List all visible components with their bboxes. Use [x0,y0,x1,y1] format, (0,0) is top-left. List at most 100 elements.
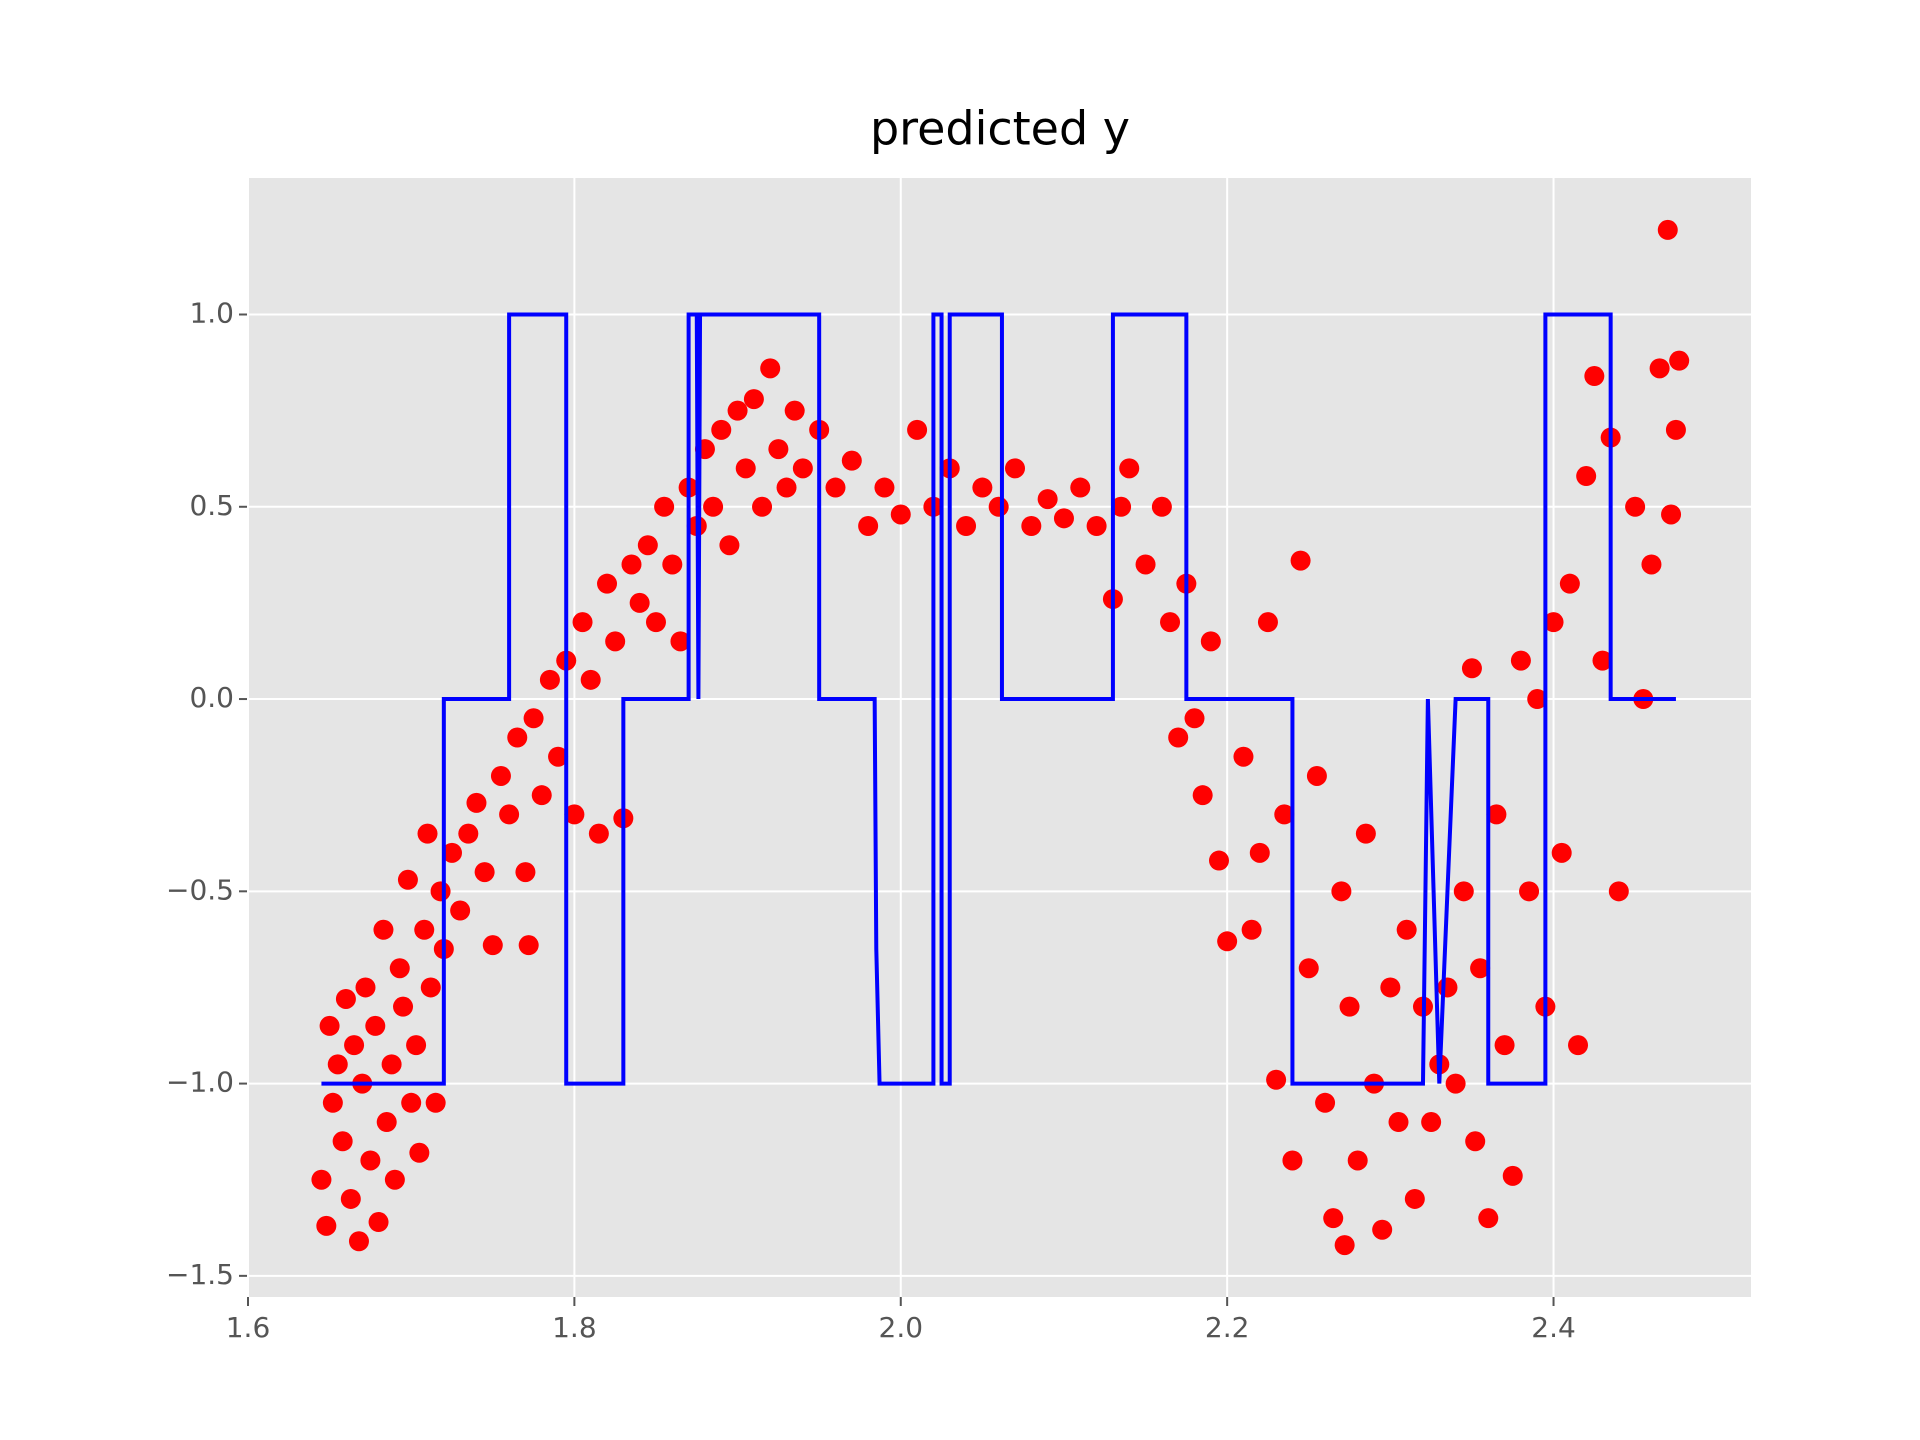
scatter-point [1200,631,1221,652]
scatter-point [1217,931,1238,952]
scatter-point [637,535,658,556]
scatter-point [1086,516,1107,537]
scatter-point [1608,881,1629,902]
scatter-point [531,785,552,806]
scatter-point [988,496,1009,517]
scatter-point [858,516,879,537]
scatter-point [841,450,862,471]
scatter-point [1494,1035,1515,1056]
scatter-point [311,1169,332,1190]
scatter-point [1453,881,1474,902]
scatter-point [340,1188,361,1209]
scatter-point [1266,1069,1287,1090]
scatter-point [316,1215,337,1236]
scatter-point [360,1150,381,1171]
scatter-point [381,1054,402,1075]
scatter-point [1160,612,1181,633]
scatter-point [1334,1235,1355,1256]
scatter-point [523,708,544,729]
scatter-point [1233,746,1254,767]
x-tick-label: 1.8 [552,1311,597,1344]
scatter-point [727,400,748,421]
scatter-point [1470,958,1491,979]
y-tick-label: −1.5 [166,1258,234,1291]
scatter-point [621,554,642,575]
scatter-point [1184,708,1205,729]
scatter-point [768,439,789,460]
scatter-point [735,458,756,479]
scatter-point [389,958,410,979]
scatter-point [417,823,438,844]
scatter-point [703,496,724,517]
scatter-point [1372,1219,1393,1240]
chart-title: predicted y [870,102,1130,156]
scatter-point [1576,466,1597,487]
y-tick-label: −0.5 [166,873,234,906]
scatter-point [441,842,462,863]
scatter-point [1551,842,1572,863]
scatter-point [1543,612,1564,633]
scatter-point [1510,650,1531,671]
scatter-point [420,977,441,998]
scatter-point [711,419,732,440]
scatter-point [409,1142,430,1163]
scatter-point [588,823,609,844]
scatter-point [572,612,593,633]
scatter-point [1661,504,1682,525]
scatter-point [1168,727,1189,748]
scatter-point [1649,358,1670,379]
scatter-point [662,554,683,575]
scatter-point [515,862,536,883]
scatter-point [1625,496,1646,517]
scatter-point [1053,508,1074,529]
scatter-point [956,516,977,537]
scatter-point [597,573,618,594]
scatter-point [1306,765,1327,786]
scatter-point [752,496,773,517]
scatter-point [1005,458,1026,479]
scatter-point [1290,550,1311,571]
scatter-point [332,1131,353,1152]
scatter-point [458,823,479,844]
scatter-point [1208,850,1229,871]
scatter-point [1037,489,1058,510]
scatter-point [1404,1188,1425,1209]
scatter-point [1380,977,1401,998]
scatter-point [1502,1165,1523,1186]
scatter-point [384,1169,405,1190]
scatter-point [792,458,813,479]
scatter-point [1241,919,1262,940]
plot-background [248,178,1751,1297]
scatter-point [719,535,740,556]
scatter-point [1592,650,1613,671]
scatter-point [1559,573,1580,594]
scatter-point [1257,612,1278,633]
scatter-point [507,727,528,748]
scatter-point [1323,1208,1344,1229]
scatter-point [629,592,650,613]
scatter-point [1274,804,1295,825]
step-line [321,312,1676,1086]
scatter-point [1519,881,1540,902]
scatter-point [539,669,560,690]
scatter-point [466,792,487,813]
x-tick-label: 1.6 [226,1311,271,1344]
scatter-point [1465,1131,1486,1152]
scatter-point [670,631,691,652]
y-tick-label: −1.0 [166,1066,234,1099]
y-tick-label: 0.0 [189,681,234,714]
scatter-point [348,1231,369,1252]
scatter-point [654,496,675,517]
scatter-point [1527,689,1548,710]
scatter-point [1568,1035,1589,1056]
scatter-point [365,1015,386,1036]
x-tick-label: 2.0 [879,1311,924,1344]
scatter-point [322,1092,343,1113]
scatter-point [1665,419,1686,440]
scatter-point [344,1035,365,1056]
scatter-point [890,504,911,525]
scatter-point [1151,496,1172,517]
scatter-point [393,996,414,1017]
